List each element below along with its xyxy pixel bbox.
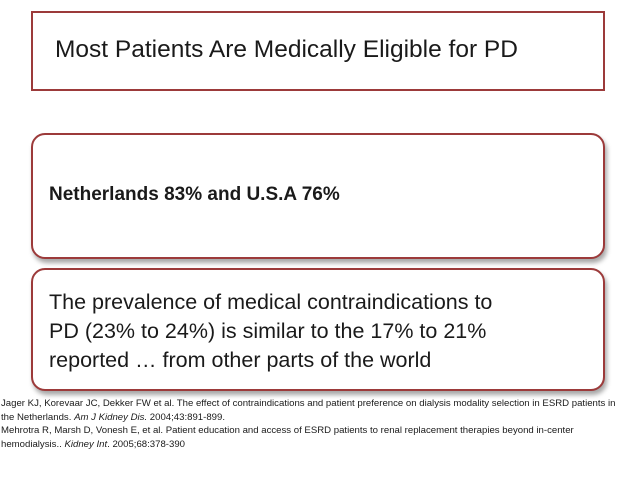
slide-title-box: Most Patients Are Medically Eligible for… xyxy=(31,11,605,91)
reference-1-line-1: Jager KJ, Korevaar JC, Dekker FW et al. … xyxy=(1,398,616,409)
point-card-1: Netherlands 83% and U.S.A 76% xyxy=(31,133,605,259)
point-1-text: Netherlands 83% and U.S.A 76% xyxy=(49,184,340,205)
reference-2-citation: . 2005;68:378-390 xyxy=(107,438,186,450)
reference-1-journal: Am J Kidney Dis. xyxy=(74,411,148,423)
reference-2-journal: Kidney Int xyxy=(64,438,108,450)
point-2-line: reported … from other parts of the world xyxy=(49,348,432,372)
reference-2-line-2: hemodialysis.. Kidney Int. 2005;68:378-3… xyxy=(1,438,637,452)
point-2-line: PD (23% to 24%) is similar to the 17% to… xyxy=(49,319,487,343)
point-card-2: The prevalence of medical contraindicati… xyxy=(31,268,605,391)
reference-1-line-2: the Netherlands. Am J Kidney Dis. 2004;4… xyxy=(1,411,637,425)
reference-1-text: the Netherlands. xyxy=(1,411,75,423)
reference-1-citation: 2004;43:891-899. xyxy=(147,411,226,423)
slide-title: Most Patients Are Medically Eligible for… xyxy=(55,36,518,63)
point-2-text: The prevalence of medical contraindicati… xyxy=(49,288,599,375)
reference-2-line-1: Mehrotra R, Marsh D, Vonesh E, et al. Pa… xyxy=(1,425,574,436)
reference-2-text: hemodialysis.. xyxy=(1,438,65,450)
references: Jager KJ, Korevaar JC, Dekker FW et al. … xyxy=(1,397,637,451)
point-2-line: The prevalence of medical contraindicati… xyxy=(49,290,493,314)
